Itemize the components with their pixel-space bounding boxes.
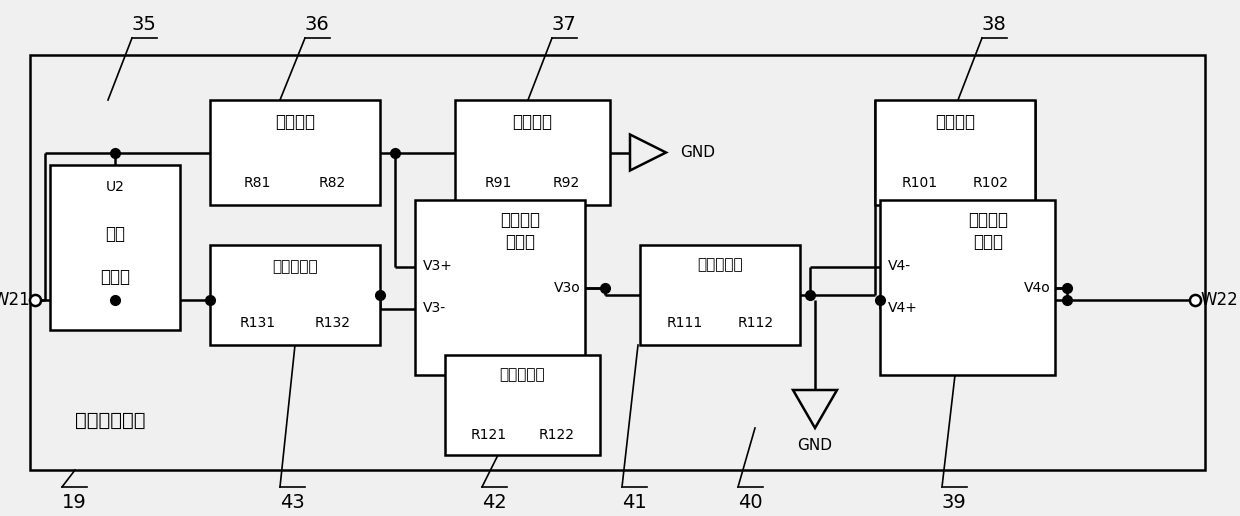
Text: R132: R132 bbox=[315, 316, 351, 330]
Bar bbox=[455, 100, 610, 205]
Text: R112: R112 bbox=[737, 316, 774, 330]
Bar bbox=[880, 200, 1055, 375]
Text: 38: 38 bbox=[982, 15, 1007, 35]
Text: R82: R82 bbox=[319, 176, 346, 190]
Text: 36: 36 bbox=[305, 15, 330, 35]
Text: 第八电阻: 第八电阻 bbox=[275, 113, 315, 131]
Text: 42: 42 bbox=[481, 492, 506, 511]
Text: 电压源: 电压源 bbox=[100, 268, 130, 286]
Text: R131: R131 bbox=[239, 316, 275, 330]
Text: R102: R102 bbox=[972, 176, 1008, 190]
Text: R81: R81 bbox=[244, 176, 272, 190]
Text: W22: W22 bbox=[1200, 291, 1238, 309]
Text: 第二: 第二 bbox=[105, 225, 125, 244]
Bar bbox=[210, 100, 379, 205]
Text: V3+: V3+ bbox=[423, 260, 453, 273]
Text: V3o: V3o bbox=[554, 281, 582, 295]
Text: 19: 19 bbox=[62, 492, 87, 511]
Bar bbox=[210, 245, 379, 345]
Bar bbox=[445, 355, 600, 455]
Text: R92: R92 bbox=[553, 176, 580, 190]
Text: V4-: V4- bbox=[888, 260, 911, 273]
Text: 第四运算: 第四运算 bbox=[968, 211, 1008, 229]
Text: R122: R122 bbox=[538, 428, 574, 442]
Text: R91: R91 bbox=[485, 176, 512, 190]
Text: 第十二电阻: 第十二电阻 bbox=[500, 367, 546, 382]
Text: 43: 43 bbox=[280, 492, 304, 511]
Bar bbox=[640, 245, 800, 345]
Text: 第二运算模块: 第二运算模块 bbox=[74, 411, 145, 429]
Text: 第十一电阻: 第十一电阻 bbox=[697, 257, 743, 272]
Text: 41: 41 bbox=[621, 492, 646, 511]
Text: 第十电阻: 第十电阻 bbox=[935, 113, 975, 131]
Text: 第十三电阻: 第十三电阻 bbox=[273, 260, 317, 275]
Bar bbox=[50, 165, 180, 330]
Text: 第三运算: 第三运算 bbox=[501, 211, 541, 229]
Text: 第九电阻: 第九电阻 bbox=[512, 113, 553, 131]
Text: R121: R121 bbox=[470, 428, 506, 442]
Text: 放大器: 放大器 bbox=[973, 233, 1003, 251]
Bar bbox=[875, 100, 1035, 205]
Text: R111: R111 bbox=[667, 316, 703, 330]
Text: GND: GND bbox=[680, 145, 715, 160]
Text: 40: 40 bbox=[738, 492, 763, 511]
Text: W21: W21 bbox=[0, 291, 30, 309]
Text: 39: 39 bbox=[941, 492, 966, 511]
Text: 放大器: 放大器 bbox=[506, 233, 536, 251]
Text: V3-: V3- bbox=[423, 301, 446, 315]
Bar bbox=[415, 200, 585, 375]
Bar bbox=[30, 55, 1205, 470]
Text: V4o: V4o bbox=[1024, 281, 1052, 295]
Text: 35: 35 bbox=[131, 15, 156, 35]
Text: U2: U2 bbox=[105, 180, 124, 194]
Text: R101: R101 bbox=[901, 176, 937, 190]
Text: 37: 37 bbox=[552, 15, 577, 35]
Text: V4+: V4+ bbox=[888, 301, 918, 315]
Text: GND: GND bbox=[797, 438, 832, 453]
